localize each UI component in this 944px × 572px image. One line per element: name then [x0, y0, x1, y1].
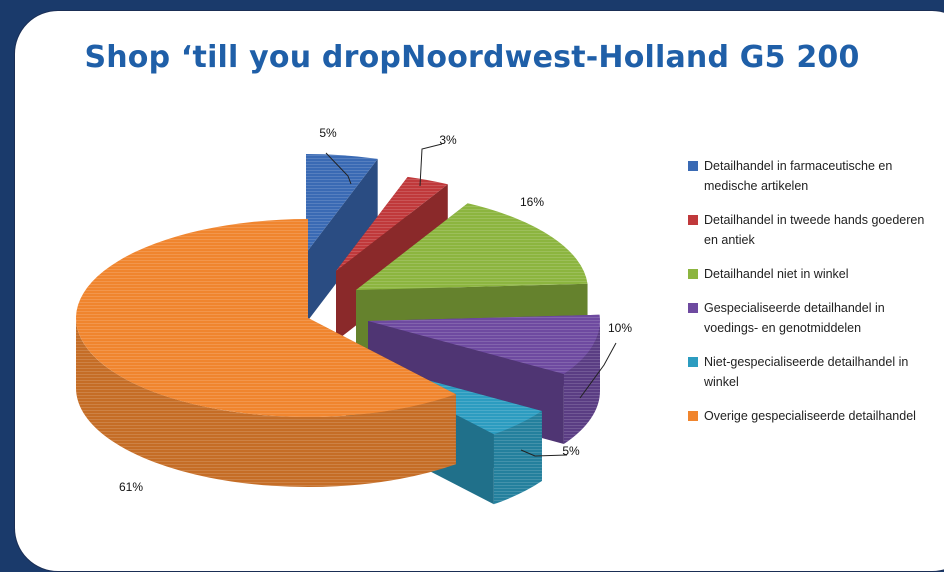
- pie-slice-6: [75, 219, 456, 487]
- leader-line: [325, 152, 352, 185]
- legend: Detailhandel in farmaceutische en medisc…: [688, 156, 938, 426]
- leader-line: [579, 342, 617, 399]
- leader-line: [520, 449, 568, 457]
- legend-label: Gespecialiseerde detailhandel in voeding…: [704, 301, 885, 335]
- pie-slice-1: [306, 154, 378, 323]
- data-label-6: 61%: [119, 480, 143, 494]
- data-label-3: 16%: [520, 195, 544, 209]
- legend-item: Niet-gespecialiseerde detailhandel in wi…: [688, 352, 938, 392]
- pie-slice-4: [368, 314, 600, 445]
- legend-item: Overige gespecialiseerde detailhandel: [688, 406, 938, 426]
- legend-item: Detailhandel in farmaceutische en medisc…: [688, 156, 938, 196]
- chart-title: Shop ‘till you dropNoordwest-Holland G5 …: [84, 40, 860, 75]
- legend-swatch: [688, 161, 698, 171]
- legend-swatch: [688, 215, 698, 225]
- legend-item: Detailhandel niet in winkel: [688, 264, 938, 284]
- legend-swatch: [688, 411, 698, 421]
- data-label-5: 5%: [562, 444, 580, 458]
- legend-swatch: [688, 357, 698, 367]
- legend-label: Detailhandel niet in winkel: [704, 267, 849, 281]
- legend-item: Detailhandel in tweede hands goederen en…: [688, 210, 938, 250]
- legend-label: Overige gespecialiseerde detailhandel: [704, 409, 916, 423]
- legend-swatch: [688, 303, 698, 313]
- data-label-4: 10%: [608, 321, 632, 335]
- legend-label: Niet-gespecialiseerde detailhandel in wi…: [704, 355, 909, 389]
- legend-swatch: [688, 269, 698, 279]
- legend-label: Detailhandel in farmaceutische en medisc…: [704, 159, 893, 193]
- data-label-1: 5%: [319, 126, 337, 140]
- leader-line: [419, 143, 443, 187]
- legend-item: Gespecialiseerde detailhandel in voeding…: [688, 298, 938, 338]
- legend-label: Detailhandel in tweede hands goederen en…: [704, 213, 925, 247]
- pie-chart: 5% 3% 16% 10% 5% 61%: [75, 126, 632, 505]
- data-label-2: 3%: [439, 133, 457, 147]
